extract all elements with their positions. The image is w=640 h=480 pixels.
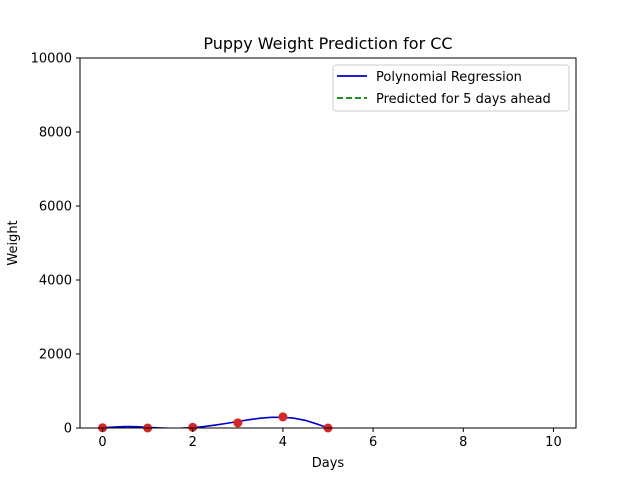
y-tick-label: 6000 <box>39 200 72 215</box>
legend-box <box>332 64 570 112</box>
data-point <box>188 422 198 432</box>
legend-label-predicted: Predicted for 5 days ahead <box>376 92 551 107</box>
x-tick-label: 2 <box>189 435 197 450</box>
x-axis-label: Days <box>312 456 345 471</box>
y-tick-label: 0 <box>64 422 72 437</box>
x-tick-label: 8 <box>459 435 467 450</box>
x-tick-label: 0 <box>98 435 106 450</box>
x-tick-label: 6 <box>369 435 377 450</box>
plot-area <box>80 58 576 428</box>
y-tick-label: 4000 <box>39 274 72 289</box>
legend-label-polynomial-regression: Polynomial Regression <box>376 70 522 85</box>
legend: Polynomial Regression Predicted for 5 da… <box>332 64 570 112</box>
y-tick-label: 2000 <box>39 348 72 363</box>
chart-title: Puppy Weight Prediction for CC <box>203 34 452 53</box>
x-axis-ticks: 0 2 4 6 8 10 <box>98 428 562 450</box>
y-tick-label: 10000 <box>31 52 72 67</box>
data-point <box>278 412 288 422</box>
plot-frame <box>79 57 577 429</box>
data-point <box>233 418 243 428</box>
series-line-polynomial-regression <box>102 416 329 428</box>
x-tick-label: 4 <box>279 435 287 450</box>
y-tick-label: 8000 <box>39 126 72 141</box>
x-tick-label: 10 <box>545 435 562 450</box>
y-axis-ticks: 0 2000 4000 6000 8000 10000 <box>31 52 80 437</box>
y-axis-label: Weight <box>6 220 21 265</box>
series-layer <box>102 416 329 428</box>
